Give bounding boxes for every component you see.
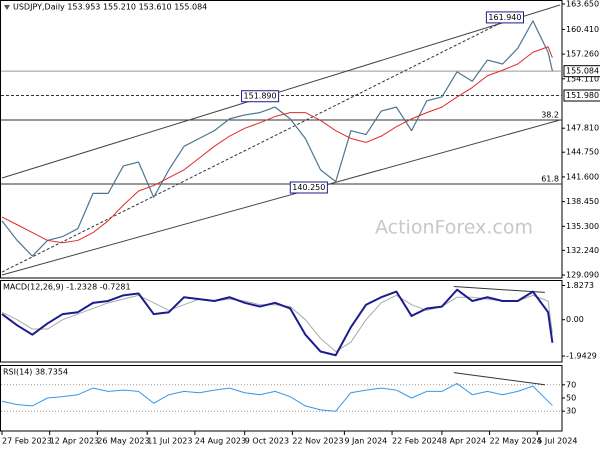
trendline xyxy=(1,119,561,276)
annotation-label: 161.940 xyxy=(488,13,521,22)
trendline xyxy=(1,15,515,273)
level-label: 38.2 xyxy=(541,110,559,119)
y-tick-label: 135.300 xyxy=(566,222,599,231)
panel-frame xyxy=(0,0,563,279)
annotation-label: 151.890 xyxy=(244,92,277,101)
series-line xyxy=(1,20,554,257)
x-tick-label: 5 Jul 2024 xyxy=(537,437,577,446)
y-tick-label: 50 xyxy=(566,394,576,403)
label-box xyxy=(563,65,600,78)
y-tick-label: 160.410 xyxy=(566,25,599,34)
x-tick-label: 9 Oct 2023 xyxy=(245,437,289,446)
y-tick-label: 147.810 xyxy=(566,124,599,133)
x-tick-label: 11 Jul 2023 xyxy=(147,437,192,446)
panel-title: MACD(12,26,9) -1.2328 -0.7281 xyxy=(3,283,131,292)
y-tick-label: 129.090 xyxy=(566,271,599,280)
annotation-box xyxy=(485,11,524,24)
trendline xyxy=(453,372,545,386)
level-axis-label: 155.084 xyxy=(566,67,599,76)
y-tick-label: 30 xyxy=(566,407,576,416)
x-tick-label: 26 May 2023 xyxy=(97,437,149,446)
y-tick-label: 154.110 xyxy=(566,74,599,83)
y-tick-label: 144.750 xyxy=(566,148,599,157)
x-tick-label: 27 Feb 2023 xyxy=(2,437,52,446)
y-tick-label: 138.450 xyxy=(566,197,599,206)
x-tick-label: 9 Jan 2024 xyxy=(344,437,387,446)
y-tick-label: 132.240 xyxy=(566,246,599,255)
watermark: ActionForex.com xyxy=(375,217,533,239)
symbol-icon xyxy=(4,5,10,10)
label-box xyxy=(563,89,600,102)
annotation-label: 140.250 xyxy=(292,183,325,192)
x-tick-label: 8 Apr 2024 xyxy=(442,437,486,446)
x-tick-label: 22 Feb 2024 xyxy=(392,437,442,446)
y-tick-label: 157.260 xyxy=(566,50,599,59)
y-tick-label: 1.8273 xyxy=(566,281,594,290)
y-tick-label: -1.9429 xyxy=(566,352,597,361)
x-tick-label: 22 May 2024 xyxy=(490,437,542,446)
trendline xyxy=(453,286,545,293)
series-line xyxy=(1,288,554,357)
y-tick-label: 163.650 xyxy=(566,0,599,8)
y-tick-label: 141.600 xyxy=(566,172,599,181)
x-tick-label: 22 Nov 2023 xyxy=(292,437,343,446)
series-line xyxy=(1,46,553,244)
y-tick-label: 0.00 xyxy=(566,315,584,324)
x-tick-label: 24 Aug 2023 xyxy=(195,437,246,446)
level-label: 61.8 xyxy=(541,174,559,183)
trendline xyxy=(1,4,561,179)
panel-title: USDJPY,Daily 153.953 155.210 153.610 155… xyxy=(13,3,207,12)
x-tick-label: 12 Apr 2023 xyxy=(50,437,99,446)
level-axis-label: 151.980 xyxy=(566,91,599,100)
series-line xyxy=(1,382,553,412)
panel-frame xyxy=(0,280,563,363)
panel-title: RSI(14) 38.7354 xyxy=(3,368,68,377)
annotation-box xyxy=(241,90,280,103)
y-tick-label: 70 xyxy=(566,380,576,389)
annotation-box xyxy=(289,181,328,194)
